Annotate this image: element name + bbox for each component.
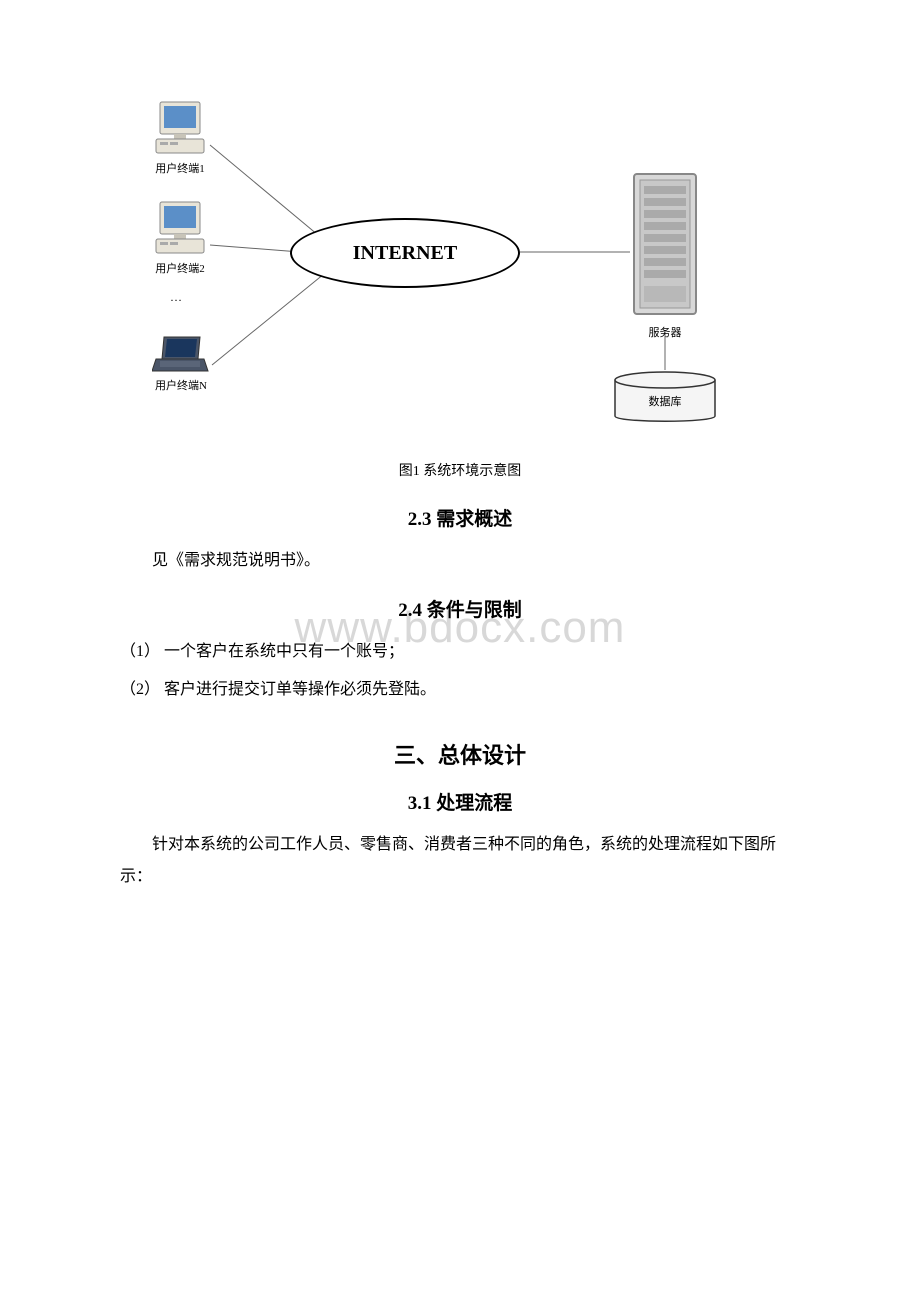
- terminal-2: 用户终端2: [150, 200, 210, 276]
- section-3-1-title: 3.1 处理流程: [120, 788, 800, 815]
- internet-node: INTERNET: [290, 218, 520, 288]
- database-label: 数据库: [645, 393, 685, 409]
- section-2-4-item-1: （1） 一个客户在系统中只有一个账号；: [120, 636, 800, 668]
- terminal-1-label: 用户终端1: [150, 160, 210, 176]
- section-2-3-title: 2.3 需求概述: [120, 504, 800, 531]
- terminal-1: 用户终端1: [150, 100, 210, 176]
- section-3-1-body: 针对本系统的公司工作人员、零售商、消费者三种不同的角色，系统的处理流程如下图所示…: [120, 829, 800, 893]
- figure-caption: 图1 系统环境示意图: [120, 460, 800, 480]
- terminal-2-label: 用户终端2: [150, 260, 210, 276]
- chapter-3-title: 三、总体设计: [120, 738, 800, 770]
- server-label: 服务器: [630, 324, 700, 340]
- terminal-n: 用户终端N: [152, 335, 210, 393]
- terminal-n-label: 用户终端N: [152, 377, 210, 393]
- network-diagram: 用户终端1 用户终端2 … 用户终端N: [140, 80, 780, 440]
- server-node: 服务器: [630, 170, 700, 340]
- section-2-4-title: 2.4 条件与限制: [120, 595, 800, 622]
- terminal-ellipsis: …: [170, 290, 182, 305]
- section-2-4-item-2: （2） 客户进行提交订单等操作必须先登陆。: [120, 674, 800, 706]
- internet-label: INTERNET: [353, 242, 457, 265]
- section-2-3-body: 见《需求规范说明书》。: [120, 545, 800, 577]
